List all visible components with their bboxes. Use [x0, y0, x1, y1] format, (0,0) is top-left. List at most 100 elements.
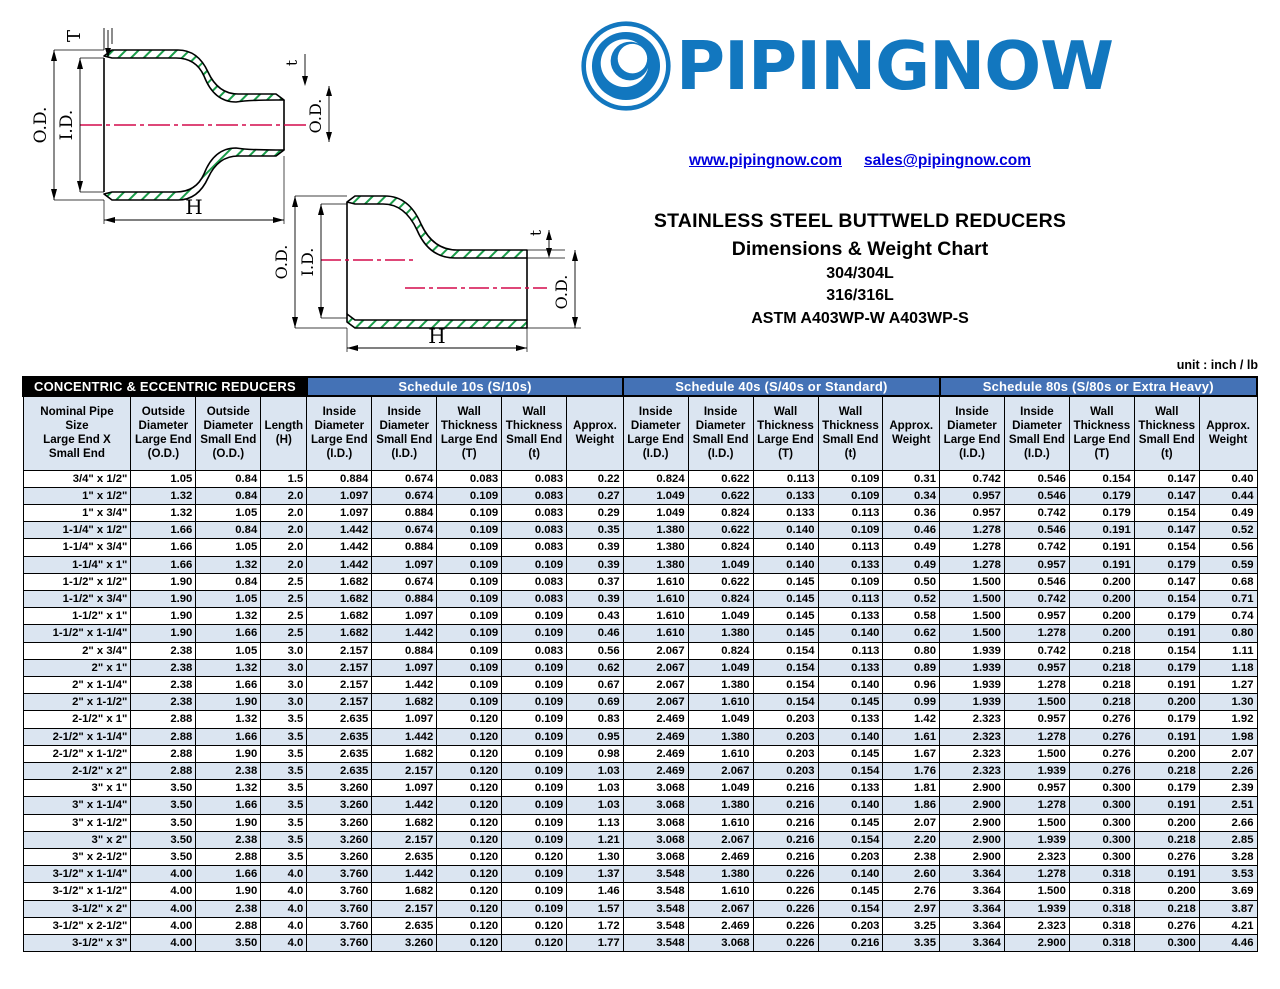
cell-s10-wall-thickness-large-end: 0.109: [436, 641, 503, 660]
cell-s10-inside-diameter-large-end: 3.260: [306, 830, 373, 849]
cell-s40-wall-thickness-small-end: 0.140: [817, 624, 884, 643]
cell-s10-inside-diameter-large-end: 0.884: [306, 469, 373, 488]
cell-s80-wall-thickness-large-end: 0.276: [1068, 744, 1135, 763]
cell-s10-approx-weight: 0.56: [566, 641, 624, 660]
cell-outside-diameter-large-end: 4.00: [130, 916, 197, 935]
cell-s80-inside-diameter-small-end: 2.900: [1003, 933, 1070, 953]
cell-s80-inside-diameter-large-end: 2.323: [939, 761, 1005, 781]
cell-s80-wall-thickness-large-end: 0.191: [1068, 538, 1135, 557]
cell-s10-approx-weight: 1.72: [566, 916, 624, 935]
cell-s40-wall-thickness-small-end: 0.133: [817, 607, 884, 626]
cell-outside-diameter-small-end: 2.38: [195, 830, 262, 849]
cell-s10-approx-weight: 1.03: [566, 796, 624, 815]
cell-s10-wall-thickness-small-end: 0.109: [501, 607, 568, 626]
cell-s80-wall-thickness-large-end: 0.200: [1068, 607, 1135, 626]
table-row: 2-1/2" x 1" 2.88 1.32 3.5 2.635 1.097 0.120 0.1…: [22, 710, 1258, 729]
cell-s10-inside-diameter-large-end: 3.260: [306, 847, 373, 867]
column-header-line: Thickness: [757, 419, 814, 433]
cell-length: 2.0: [260, 555, 308, 574]
cell-s40-inside-diameter-large-end: 1.380: [622, 555, 689, 574]
cell-s40-approx-weight: 3.35: [882, 933, 940, 953]
cell-s10-inside-diameter-large-end: 2.635: [306, 761, 373, 781]
cell-s10-inside-diameter-small-end: 2.157: [371, 761, 438, 781]
cell-s40-wall-thickness-large-end: 0.216: [752, 847, 819, 867]
column-header-line: Approx.: [1206, 419, 1251, 433]
cell-s40-wall-thickness-small-end: 0.154: [817, 899, 884, 918]
cell-s40-approx-weight: 1.67: [882, 744, 940, 763]
cell-s10-inside-diameter-small-end: 1.097: [371, 779, 438, 798]
cell-s40-approx-weight: 2.76: [882, 882, 940, 901]
label-OD-right: O.D.: [306, 99, 325, 134]
cell-s10-wall-thickness-large-end: 0.120: [436, 813, 503, 832]
table-row: 2" x 1" 2.38 1.32 3.0 2.157 1.097 0.109 0.109 0.…: [22, 658, 1258, 677]
column-header-line: (O.D.): [147, 447, 180, 461]
cell-s40-inside-diameter-large-end: 2.469: [622, 744, 689, 763]
cell-s80-inside-diameter-large-end: 1.500: [939, 624, 1005, 643]
cell-s40-wall-thickness-small-end: 0.203: [817, 916, 884, 935]
cell-s40-wall-thickness-large-end: 0.154: [752, 693, 819, 712]
cell-s80-wall-thickness-small-end: 0.191: [1133, 796, 1200, 815]
label-H: H: [185, 195, 202, 219]
cell-s10-wall-thickness-large-end: 0.083: [436, 469, 503, 488]
cell-s80-approx-weight: 3.87: [1198, 899, 1258, 918]
table-row: 1-1/2" x 1" 1.90 1.32 2.5 1.682 1.097 0.109 0.1…: [22, 607, 1258, 626]
cell-s80-inside-diameter-small-end: 1.500: [1003, 882, 1070, 901]
cell-length: 2.0: [260, 486, 308, 505]
cell-s40-wall-thickness-small-end: 0.154: [817, 761, 884, 781]
cell-s10-inside-diameter-small-end: 1.442: [371, 675, 438, 695]
column-header-line: Thickness: [822, 419, 879, 433]
cell-s10-inside-diameter-large-end: 2.157: [306, 693, 373, 712]
website-link[interactable]: www.pipingnow.com: [689, 152, 842, 169]
column-header-line: Small End: [48, 447, 105, 461]
column-header-s40-approx-weight: Approx. Weight: [882, 395, 940, 471]
column-header-s40-wall-thickness-small-end: Wall Thickness Small End (t): [817, 395, 884, 471]
cell-s10-wall-thickness-small-end: 0.109: [501, 830, 568, 849]
cell-outside-diameter-large-end: 3.50: [130, 813, 197, 832]
dimensions-weight-table-wrap: CONCENTRIC & ECCENTRIC REDUCERS Schedule…: [22, 376, 1258, 953]
cell-s80-inside-diameter-large-end: 1.939: [939, 693, 1005, 712]
cell-s80-wall-thickness-large-end: 0.218: [1068, 641, 1135, 660]
cell-s10-approx-weight: 1.77: [566, 933, 624, 953]
cell-outside-diameter-small-end: 1.32: [195, 710, 262, 729]
cell-s40-wall-thickness-small-end: 0.216: [817, 933, 884, 953]
cell-outside-diameter-large-end: 4.00: [130, 899, 197, 918]
cell-s10-wall-thickness-large-end: 0.109: [436, 624, 503, 643]
cell-s40-wall-thickness-large-end: 0.203: [752, 761, 819, 781]
label-T: T: [64, 30, 85, 42]
cell-nominal-pipe-size: 3" x 2": [22, 830, 132, 849]
cell-outside-diameter-small-end: 1.05: [195, 641, 262, 660]
label-OD-right: O.D.: [552, 275, 571, 310]
email-link[interactable]: sales@pipingnow.com: [864, 152, 1031, 169]
cell-s40-inside-diameter-small-end: 1.049: [687, 658, 754, 677]
cell-s10-approx-weight: 1.21: [566, 830, 624, 849]
cell-s40-wall-thickness-small-end: 0.140: [817, 796, 884, 815]
cell-s10-inside-diameter-small-end: 1.442: [371, 624, 438, 643]
page-subtitle: Dimensions & Weight Chart: [731, 237, 989, 260]
cell-nominal-pipe-size: 3" x 2-1/2": [22, 847, 132, 867]
column-header-line: (O.D.): [212, 447, 245, 461]
table-row: 1-1/2" x 3/4" 1.90 1.05 2.5 1.682 0.884 0.109 0…: [22, 589, 1258, 609]
cell-s10-inside-diameter-small-end: 1.682: [371, 744, 438, 763]
contact-line: www.pipingnow.com sales@pipingnow.com: [620, 152, 1100, 170]
group-header-schedule-80s: Schedule 80s (S/80s or Extra Heavy): [938, 376, 1258, 397]
cell-s80-wall-thickness-small-end: 0.147: [1133, 469, 1200, 488]
column-header-line: Large End: [310, 433, 368, 447]
column-header-line: Diameter: [947, 419, 997, 433]
cell-s40-wall-thickness-small-end: 0.140: [817, 865, 884, 884]
cell-length: 2.5: [260, 624, 308, 643]
cell-length: 2.0: [260, 538, 308, 557]
table-row: 2" x 3/4" 2.38 1.05 3.0 2.157 0.884 0.109 0.083…: [22, 641, 1258, 660]
cell-length: 4.0: [260, 882, 308, 901]
cell-outside-diameter-small-end: 2.38: [195, 899, 262, 918]
cell-nominal-pipe-size: 2" x 1": [22, 658, 132, 677]
column-header-line: Diameter: [630, 419, 681, 433]
cell-s80-inside-diameter-large-end: 1.939: [939, 675, 1005, 695]
column-header-line: Small End: [1138, 433, 1195, 447]
cell-s80-inside-diameter-large-end: 2.900: [939, 847, 1005, 867]
column-header-line: Small End: [376, 433, 433, 447]
cell-s40-approx-weight: 3.25: [882, 916, 940, 935]
cell-s80-wall-thickness-small-end: 0.276: [1133, 916, 1200, 935]
cell-s10-wall-thickness-large-end: 0.109: [436, 538, 503, 557]
table-row: 3" x 1-1/2" 3.50 1.90 3.5 3.260 1.682 0.120 0.1…: [22, 813, 1258, 832]
cell-s40-approx-weight: 2.20: [882, 830, 940, 849]
